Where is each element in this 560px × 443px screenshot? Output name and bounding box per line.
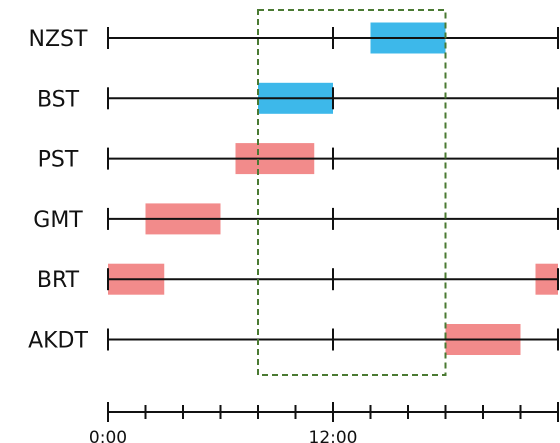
row-label: NZST: [29, 27, 88, 52]
row-label: BST: [37, 87, 80, 112]
row-label: AKDT: [28, 329, 88, 354]
row-label: GMT: [33, 208, 83, 233]
highlight-window-box: [257, 9, 447, 376]
row-label: BRT: [37, 268, 80, 293]
row-label: PST: [38, 148, 79, 173]
x-tick-label: 12:00: [309, 428, 358, 443]
x-tick-label: 0:00: [89, 428, 127, 443]
